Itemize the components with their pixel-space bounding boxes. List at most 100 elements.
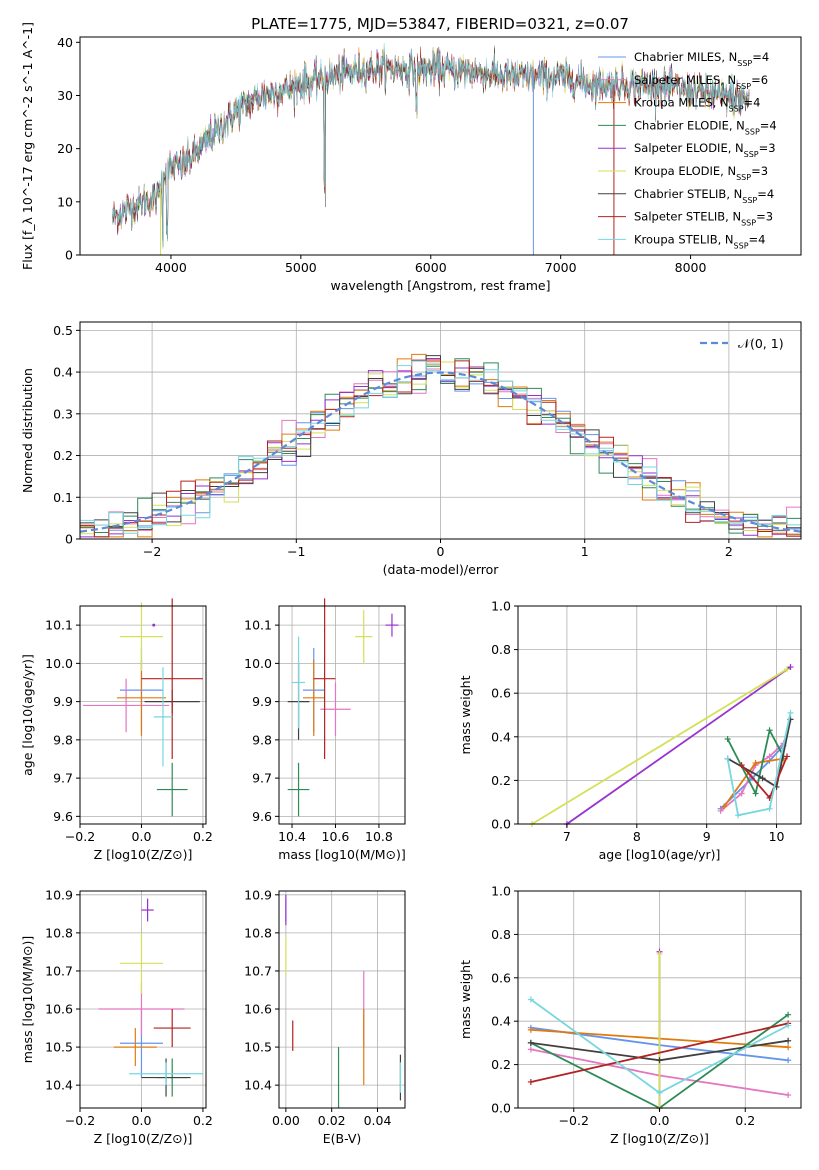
y-tick-label: 10.6 — [45, 1002, 73, 1017]
y-tick-label: 10.7 — [244, 963, 272, 978]
x-tick-label: 8 — [633, 829, 641, 844]
axes-spectrum: 4000 5000 6000 7000 8000 0 10 20 30 40 wavelength … — [20, 22, 802, 293]
legend-entry-8: Kroupa STELIB, NSSP=4 — [634, 232, 765, 250]
weight-marker — [735, 812, 742, 819]
legend-entry-1: Salpeter MILES, NSSP=6 — [634, 73, 768, 91]
gaussian-curve — [79, 371, 802, 533]
weight-marker — [787, 709, 794, 716]
weight-marker — [785, 1091, 792, 1098]
axes-frame — [517, 605, 802, 825]
y-tick-label: 0.6 — [491, 970, 511, 985]
weight-marker — [752, 790, 759, 797]
y-tick-label: 9.6 — [252, 809, 272, 824]
y-tick-label: 10.5 — [45, 1040, 73, 1055]
axes-mass_vs_EBV: 0.00 0.02 0.04 10.4 10.5 10.6 10.7 10.8 10.9 E(B-… — [244, 887, 406, 1146]
weight-marker — [785, 1037, 792, 1044]
weight-marker — [784, 666, 791, 673]
y-tick-label: 9.9 — [53, 694, 73, 709]
x-tick-label: −0.2 — [65, 1113, 95, 1128]
spectrum-legend: Chabrier MILES, NSSP=4 Salpeter MILES, NS… — [598, 50, 777, 250]
axes-frame — [278, 890, 406, 1109]
x-tick-label: 0.2 — [735, 1113, 755, 1128]
y-tick-label: 0.2 — [491, 773, 511, 788]
axes-weight_vs_Z: −0.2 0.0 0.2 0.0 0.2 0.4 0.6 0.8 1.0 Z [log10(Z/Z… — [458, 884, 802, 1146]
y-tick-label: 0.8 — [491, 642, 511, 657]
axes-weight_vs_age: 7 8 9 10 0.0 0.2 0.4 0.6 0.8 1.0 age [log10(age/yr… — [458, 599, 802, 862]
weight-marker — [738, 762, 745, 769]
weight-marker — [527, 1078, 534, 1085]
y-tick-label: 0.1 — [53, 490, 73, 505]
axes-mass_vs_Z: −0.2 0.0 0.2 10.4 10.5 10.6 10.7 10.8 10.9 Z [log… — [20, 887, 213, 1146]
data-point-4 — [152, 623, 156, 627]
y-tick-label: 10 — [57, 194, 73, 209]
x-tick-label: −1 — [287, 544, 305, 559]
y-tick-label: 0.2 — [491, 1057, 511, 1072]
y-tick-label: 9.8 — [252, 732, 272, 747]
y-tick-label: 10.4 — [244, 1078, 272, 1093]
y-tick-label: 20 — [57, 141, 73, 156]
histogram-8 — [79, 360, 802, 539]
y-tick-label: 10.7 — [45, 963, 73, 978]
legend-entry-0: Chabrier MILES, NSSP=4 — [634, 50, 769, 68]
x-tick-label: 0.2 — [193, 829, 213, 844]
axes-frame — [79, 890, 207, 1109]
y-axis-label: age [log10(age/yr)] — [20, 654, 35, 776]
weight-marker — [785, 1022, 792, 1029]
weight-marker — [738, 790, 745, 797]
weight-marker — [656, 950, 663, 957]
weight-marker — [717, 807, 724, 814]
y-axis-label: Normed distribution — [20, 368, 35, 493]
x-tick-label: 9 — [703, 829, 711, 844]
weight-marker — [656, 1089, 663, 1096]
x-tick-label: 2 — [725, 544, 733, 559]
figure-title: PLATE=1775, MJD=53847, FIBERID=0321, z=0… — [251, 15, 629, 33]
y-axis-label: Flux [f_λ 10^-17 erg cm^-2 s^-1 A^-1] — [20, 22, 35, 270]
x-tick-label: −0.2 — [559, 1113, 589, 1128]
legend-entry-5: Kroupa ELODIE, NSSP=3 — [634, 164, 768, 182]
x-axis-label: Z [log10(Z/Z⊙)] — [94, 1131, 193, 1146]
axes-frame — [79, 605, 207, 825]
y-tick-label: 0 — [65, 248, 73, 263]
y-tick-label: 9.7 — [252, 771, 272, 786]
y-tick-label: 0 — [65, 532, 73, 547]
axes-residuals: −2 −1 0 1 2 0 0.1 0.2 0.3 0.4 0.5 (data-model)/erro… — [20, 321, 802, 577]
axes-frame — [278, 605, 406, 825]
weight-marker — [766, 727, 773, 734]
y-tick-label: 40 — [57, 35, 73, 50]
x-tick-label: 0.02 — [318, 1113, 346, 1128]
y-tick-label: 30 — [57, 88, 73, 103]
y-tick-label: 10.1 — [45, 618, 73, 633]
weight-marker — [766, 753, 773, 760]
weight-marker — [785, 1057, 792, 1064]
x-axis-label: Z [log10(Z/Z⊙)] — [610, 1131, 709, 1146]
weight-marker — [785, 1044, 792, 1051]
y-tick-label: 0.5 — [53, 323, 73, 338]
y-tick-label: 9.7 — [53, 771, 73, 786]
weight-marker — [759, 775, 766, 782]
legend-entry-gaussian: 𝒩(0, 1) — [738, 336, 784, 351]
x-tick-label: 6000 — [415, 260, 447, 275]
y-axis-label: mass [log10(M/M⊙)] — [20, 936, 35, 1064]
weight-marker — [527, 996, 534, 1003]
plots-layer: 4000 5000 6000 7000 8000010203040wavelength … — [20, 22, 802, 1146]
weight-marker — [724, 735, 731, 742]
y-tick-label: 10.1 — [244, 618, 272, 633]
y-tick-label: 0.0 — [491, 1101, 511, 1116]
x-tick-label: 0 — [437, 544, 445, 559]
x-tick-label: 7000 — [545, 260, 577, 275]
weight-line-8 — [726, 712, 792, 817]
y-tick-label: 10.0 — [244, 656, 272, 671]
y-tick-label: 9.9 — [252, 694, 272, 709]
y-tick-label: 10.5 — [244, 1040, 272, 1055]
weight-line-5 — [531, 668, 788, 825]
x-axis-label: (data-model)/error — [383, 562, 500, 577]
y-tick-label: 0.6 — [491, 686, 511, 701]
legend-entry-7: Salpeter STELIB, NSSP=3 — [634, 210, 773, 228]
x-tick-label: 0.00 — [272, 1113, 300, 1128]
weight-marker — [527, 1039, 534, 1046]
weight-marker — [656, 1057, 663, 1064]
spectra — [112, 42, 750, 255]
axes-frame — [79, 36, 802, 256]
legend-entry-3: Chabrier ELODIE, NSSP=4 — [634, 118, 777, 136]
x-tick-label: −2 — [143, 544, 161, 559]
